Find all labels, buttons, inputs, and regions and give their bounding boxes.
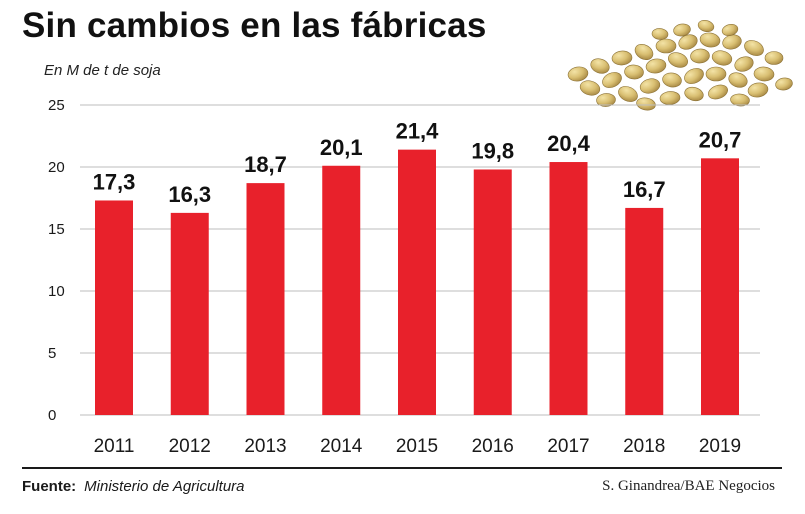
- y-axis-unit-label: En M de t de soja: [44, 62, 161, 79]
- footer-rule: [22, 467, 782, 469]
- source-value: Ministerio de Agricultura: [84, 478, 245, 495]
- x-tick-label-2013: 2013: [244, 436, 286, 457]
- bar-2018: [625, 207, 664, 415]
- value-label-2019: 20,7: [699, 127, 742, 152]
- source-label: Fuente:: [22, 478, 77, 495]
- value-label-2018: 16,7: [623, 177, 666, 202]
- y-tick-label: 15: [48, 221, 65, 238]
- footer-source: Fuente: Ministerio de Agricultura: [22, 478, 245, 495]
- y-tick-label: 5: [48, 345, 56, 362]
- bar-2015: [398, 149, 436, 415]
- x-tick-label-2016: 2016: [472, 436, 514, 457]
- x-tick-label-2012: 2012: [169, 436, 211, 457]
- bar-2017: [549, 162, 588, 415]
- x-axis-ticks: 2011 2012 2013 2014 2015 2016 2017 2018 2019: [94, 436, 742, 457]
- value-label-2011: 17,3: [93, 169, 136, 194]
- value-label-2016: 19,8: [471, 138, 514, 163]
- value-label-2017: 20,4: [547, 131, 591, 156]
- y-tick-label: 0: [48, 407, 56, 424]
- x-tick-label-2019: 2019: [699, 436, 741, 457]
- value-labels: 17,3 16,3 18,7 20,1 21,4 19,8 20,4 16,7 20,7: [93, 119, 742, 207]
- bars: [95, 149, 739, 415]
- x-tick-label-2014: 2014: [320, 436, 363, 457]
- bar-2016: [473, 169, 512, 415]
- bar-2019: [701, 158, 739, 415]
- footer-credit: S. Ginandrea/BAE Negocios: [602, 478, 775, 494]
- y-tick-label: 25: [48, 97, 65, 114]
- value-label-2014: 20,1: [320, 135, 363, 160]
- bar-2014: [322, 165, 361, 415]
- value-label-2015: 21,4: [396, 119, 440, 144]
- value-label-2012: 16,3: [168, 182, 211, 207]
- x-tick-label-2011: 2011: [94, 436, 135, 457]
- y-tick-label: 20: [48, 159, 65, 176]
- bar-2012: [170, 212, 209, 415]
- y-axis-ticks: 0 5 10 15 20 25: [48, 97, 65, 424]
- value-label-2013: 18,7: [244, 152, 287, 177]
- bar-2013: [246, 183, 285, 415]
- y-tick-label: 10: [48, 283, 65, 300]
- x-tick-label-2018: 2018: [623, 436, 665, 457]
- x-tick-label-2017: 2017: [547, 436, 589, 457]
- soybeans-image: [567, 19, 793, 111]
- bar-2011: [95, 200, 133, 415]
- chart-title: Sin cambios en las fábricas: [22, 6, 487, 45]
- x-tick-label-2015: 2015: [396, 436, 438, 457]
